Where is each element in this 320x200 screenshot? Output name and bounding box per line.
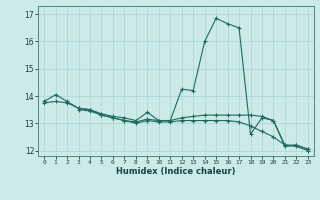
X-axis label: Humidex (Indice chaleur): Humidex (Indice chaleur) — [116, 167, 236, 176]
